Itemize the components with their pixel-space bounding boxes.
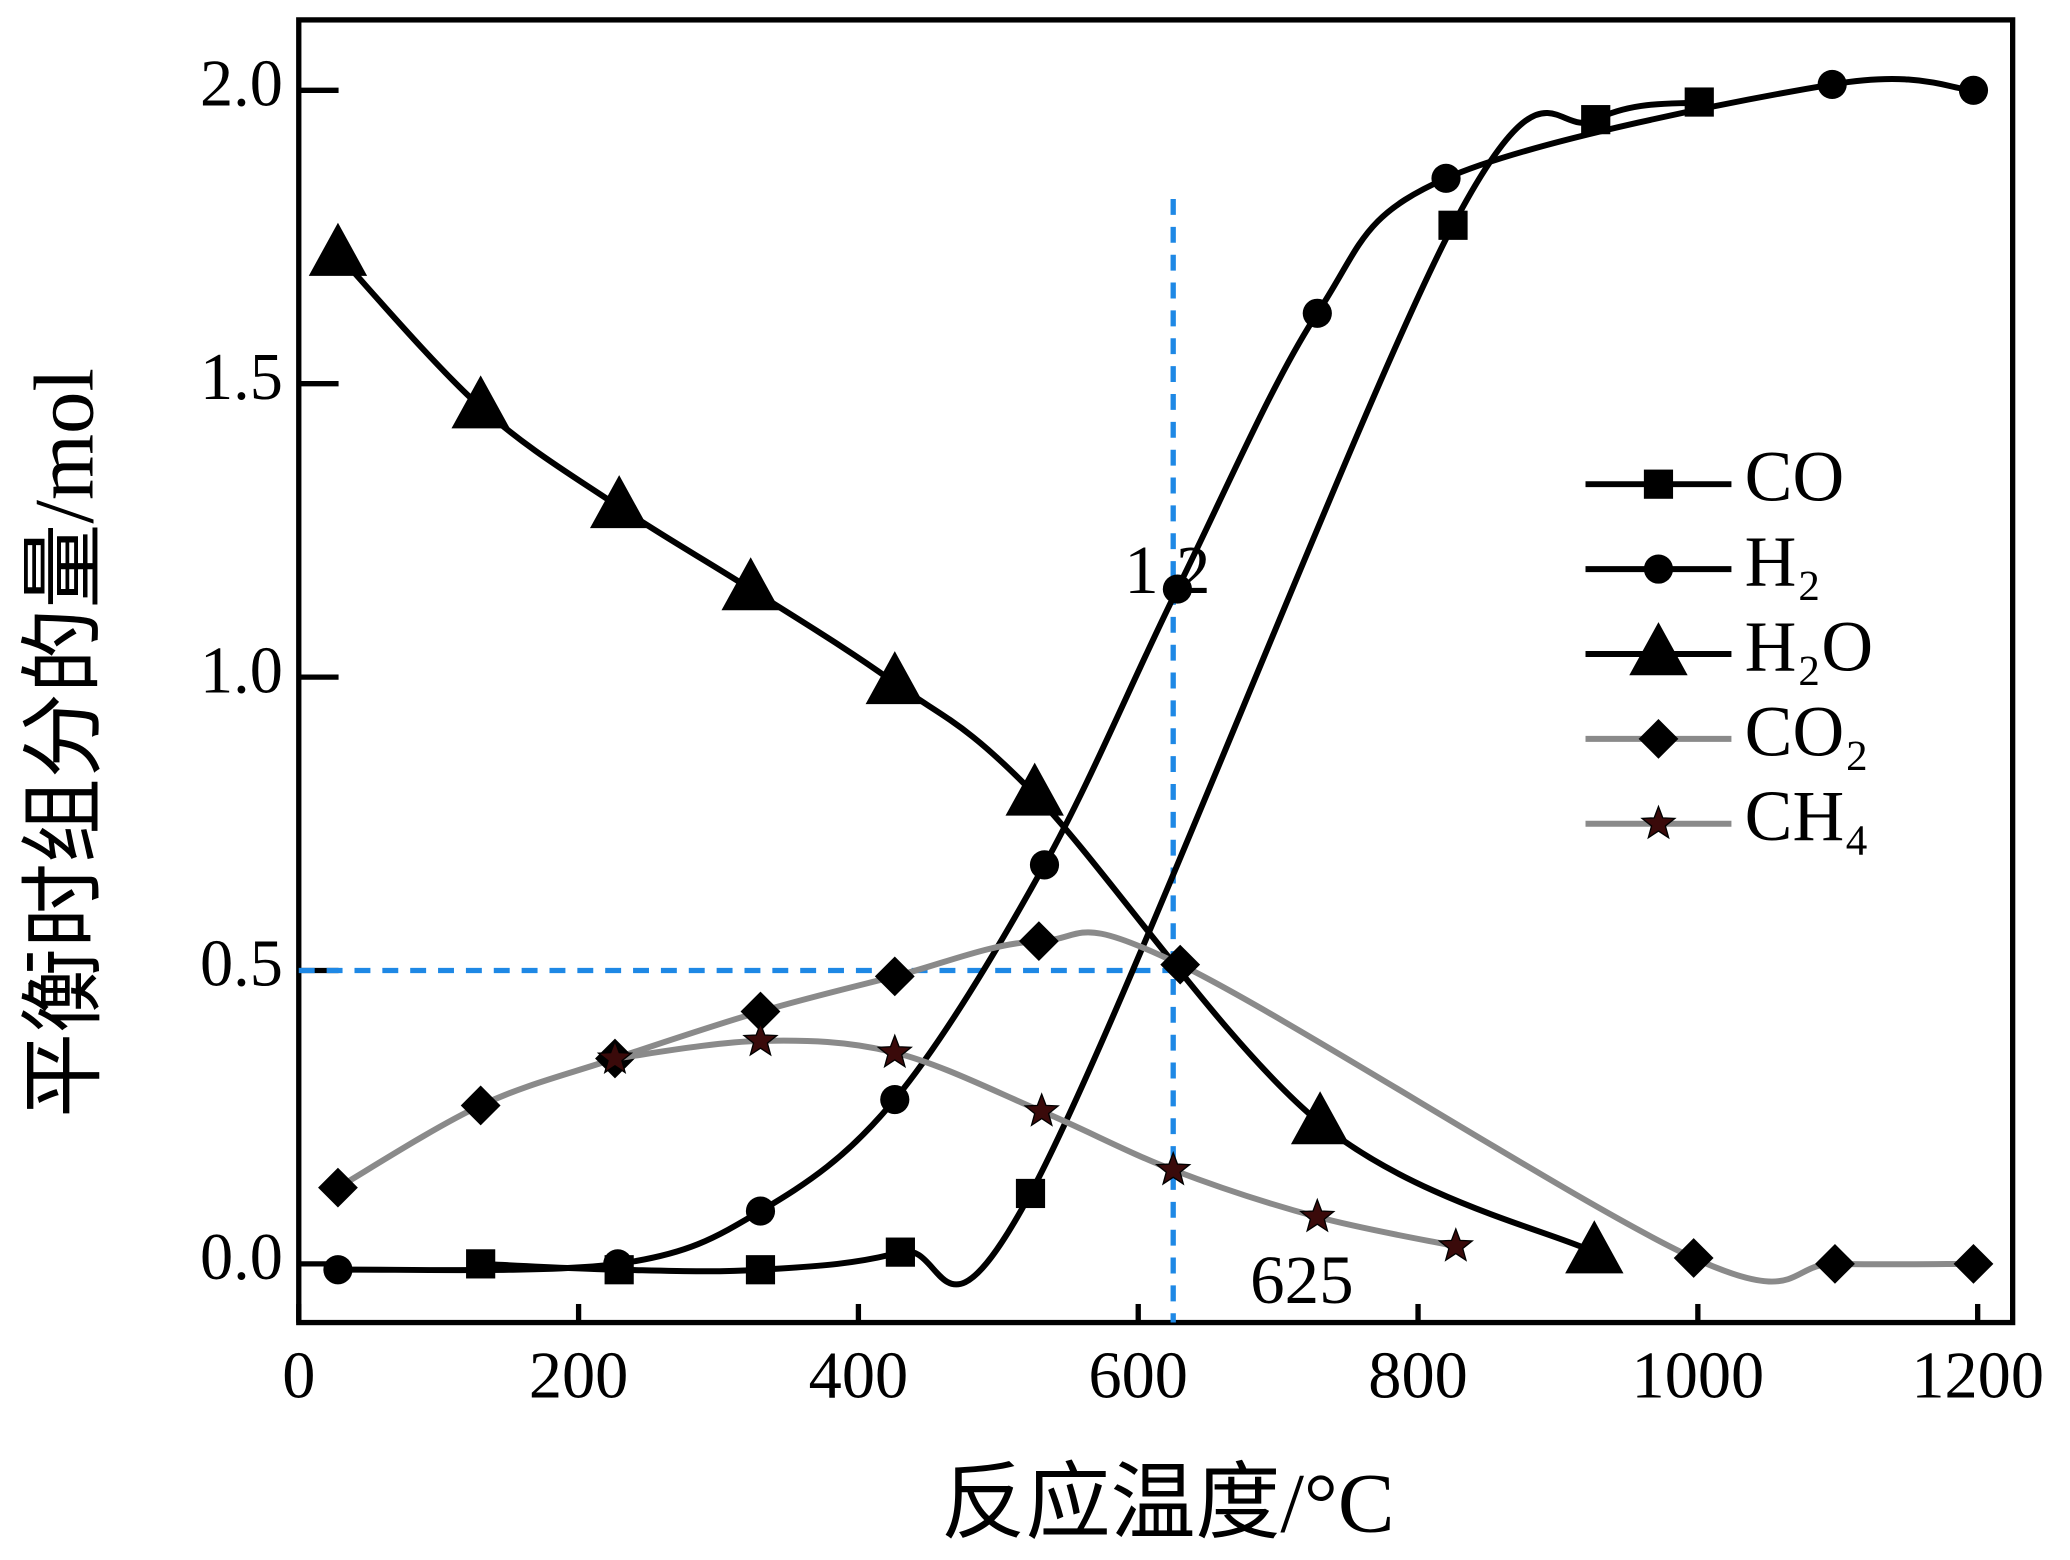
marker	[740, 991, 781, 1032]
series	[596, 1021, 1475, 1262]
legend-label: H₂O	[1745, 607, 1873, 686]
legend-label: CO	[1745, 438, 1845, 517]
marker	[745, 1255, 776, 1285]
x-tick-label: 400	[809, 1339, 908, 1412]
marker	[865, 651, 924, 705]
legend-entry: CH₄	[1585, 777, 1869, 856]
marker	[323, 1255, 353, 1285]
marker	[1162, 574, 1192, 604]
marker	[876, 1033, 913, 1069]
y-tick-label: 2.0	[200, 48, 283, 121]
marker	[874, 956, 915, 997]
series-line	[480, 99, 1700, 1288]
series	[318, 921, 1994, 1285]
x-tick-label: 1000	[1632, 1339, 1765, 1412]
marker	[466, 1249, 496, 1279]
y-tick-label: 1.0	[200, 634, 283, 707]
series-line	[335, 252, 1596, 1255]
marker	[1015, 1178, 1046, 1209]
annotation: 625	[1250, 1242, 1353, 1318]
y-tick-label: 0.0	[200, 1221, 283, 1294]
marker	[460, 1085, 501, 1126]
marker	[1953, 1243, 1994, 1284]
marker	[1565, 1220, 1624, 1274]
marker	[885, 1237, 915, 1267]
marker	[1299, 1197, 1336, 1233]
marker	[1023, 1092, 1060, 1127]
legend-label: H₂	[1745, 523, 1822, 602]
marker	[596, 1039, 634, 1074]
marker	[1958, 75, 1989, 105]
marker	[1640, 804, 1677, 840]
marker	[1437, 1227, 1475, 1262]
marker	[1431, 163, 1461, 193]
marker	[1155, 1150, 1192, 1186]
marker	[1029, 850, 1060, 880]
legend-entry: CO₂	[1585, 692, 1869, 771]
marker	[603, 1249, 633, 1279]
x-tick-label: 800	[1368, 1339, 1467, 1412]
y-axis-title: 平衡时组分的量/mol	[18, 368, 112, 1118]
marker	[1160, 944, 1201, 985]
marker	[1005, 762, 1064, 816]
marker	[308, 222, 368, 276]
legend-label: CO₂	[1745, 692, 1869, 771]
series	[466, 87, 1714, 1288]
marker	[1643, 469, 1674, 499]
marker	[1290, 1091, 1350, 1145]
legend-entry: CO	[1585, 438, 1845, 517]
legend-entry: H₂O	[1585, 607, 1873, 686]
y-tick-label: 1.5	[200, 341, 283, 414]
x-tick-label: 200	[529, 1339, 628, 1412]
x-tick-label: 1200	[1911, 1339, 2044, 1412]
marker	[1638, 718, 1679, 759]
marker	[1629, 622, 1688, 676]
marker	[745, 1196, 776, 1226]
marker	[1817, 69, 1847, 100]
series-line	[336, 929, 1974, 1285]
marker	[1438, 210, 1468, 240]
x-axis-title: 反应温度/°C	[941, 1457, 1395, 1551]
legend-entry: H₂	[1585, 523, 1822, 602]
legend-label: CH₄	[1745, 777, 1869, 856]
marker	[1673, 1238, 1714, 1278]
x-tick-label: 600	[1088, 1339, 1187, 1412]
marker	[880, 1084, 910, 1115]
y-tick-label: 0.5	[200, 928, 283, 1001]
marker	[318, 1167, 358, 1208]
marker	[1302, 298, 1332, 328]
series	[308, 222, 1624, 1274]
series-line	[337, 76, 1974, 1274]
series	[323, 69, 1989, 1285]
plot-frame	[296, 17, 2016, 1326]
marker	[1018, 921, 1059, 962]
marker	[589, 475, 649, 529]
marker	[721, 557, 780, 611]
marker	[1643, 554, 1674, 584]
x-tick-label: 0	[282, 1339, 315, 1412]
marker	[451, 375, 510, 429]
marker	[1815, 1243, 1855, 1284]
marker	[742, 1021, 779, 1057]
annotation: 1.2	[1124, 532, 1210, 608]
